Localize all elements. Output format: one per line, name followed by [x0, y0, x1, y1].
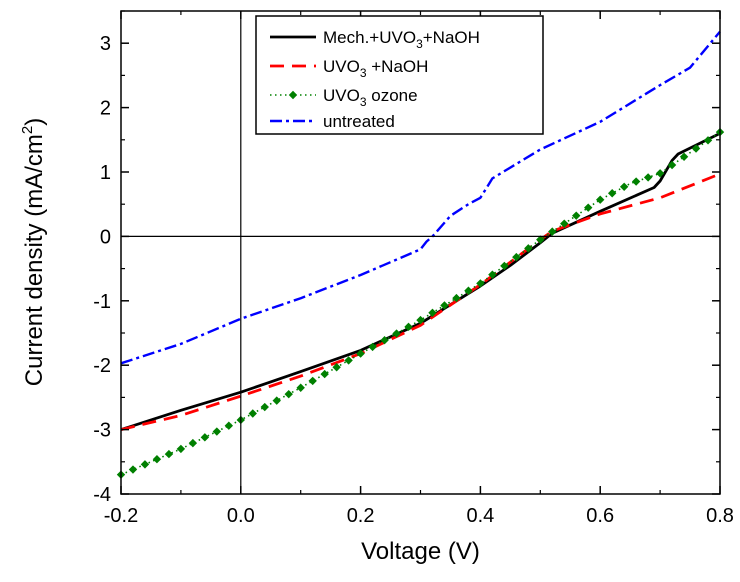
y-tick-label: -1: [93, 291, 111, 313]
series-uvo3-naoh: [120, 172, 721, 431]
series-marker: [200, 433, 210, 442]
series-line: [120, 172, 721, 431]
series-marker: [631, 177, 641, 186]
series-marker: [140, 460, 150, 469]
series-marker: [224, 421, 234, 430]
legend-label: Mech.+UVO3+NaOH: [323, 28, 480, 51]
series-marker: [703, 136, 713, 145]
series-marker: [380, 336, 389, 345]
series-marker: [560, 219, 569, 228]
series-marker: [152, 455, 162, 464]
series-marker: [572, 211, 581, 220]
y-tick-label: 3: [100, 33, 111, 55]
y-tick-label: -4: [93, 484, 111, 506]
series-marker: [655, 169, 665, 178]
series-uvo3-ozone: [116, 127, 725, 479]
reference-lines: [121, 11, 720, 494]
series-marker: [500, 261, 509, 271]
series-marker: [679, 152, 689, 162]
series-marker: [368, 342, 377, 352]
y-tick-label: 0: [100, 226, 111, 248]
series-marker: [524, 244, 533, 253]
legend-label: UVO3 +NaOH: [323, 57, 428, 80]
series-marker: [476, 279, 485, 288]
legend-marker: [288, 90, 298, 100]
series-marker: [128, 465, 138, 474]
series-marker: [272, 396, 281, 405]
series-marker: [428, 308, 437, 317]
series-marker: [392, 329, 401, 338]
series-marker: [596, 195, 605, 204]
y-axis-title-sup: 2: [19, 126, 36, 134]
series-layer: [116, 30, 725, 479]
series-marker: [607, 189, 617, 198]
series-marker: [548, 227, 557, 236]
x-tick-label: 0.2: [347, 505, 375, 527]
series-marker: [332, 363, 341, 372]
series-marker: [260, 402, 269, 412]
y-tick-label: -2: [93, 355, 111, 377]
legend-label: UVO3 ozone: [323, 86, 418, 109]
series-marker: [356, 349, 365, 358]
x-tick-label: -0.2: [104, 505, 138, 527]
series-marker: [248, 409, 257, 418]
axis-ticks: -0.2 0.0 0.2 0.4 0.6 0.8 -4 -3 -2 -1 0 1 2 3: [93, 10, 734, 527]
series-marker: [440, 301, 449, 310]
series-marker: [416, 315, 425, 325]
series-marker: [212, 427, 222, 436]
y-tick-label: 1: [100, 162, 111, 184]
legend-item-mech-uvo3-naoh: Mech.+UVO3+NaOH: [270, 28, 480, 51]
series-marker: [691, 144, 701, 153]
series-mech-uvo3-naoh: [120, 132, 721, 431]
series-marker: [667, 160, 677, 170]
series-marker: [536, 235, 545, 244]
x-tick-label: 0.6: [586, 505, 614, 527]
series-marker: [619, 182, 629, 192]
series-untreated: [120, 30, 721, 365]
y-axis-title-main: Current density (mA/cm: [21, 134, 48, 386]
x-tick-label: 0.0: [227, 505, 255, 527]
y-tick-label: -3: [93, 420, 111, 442]
series-marker: [320, 369, 329, 379]
series-line: [120, 30, 721, 365]
series-marker: [308, 376, 317, 386]
series-marker: [452, 293, 461, 303]
series-marker: [464, 286, 473, 295]
legend-items: Mech.+UVO3+NaOH UVO3 +NaOH UVO3 ozone untre…: [270, 28, 480, 131]
x-tick-label: 0.4: [466, 505, 494, 527]
legend-label: untreated: [323, 112, 395, 131]
series-line: [120, 132, 721, 431]
legend-item-uvo3-ozone: UVO3 ozone: [270, 86, 418, 109]
x-axis-title: Voltage (V): [361, 538, 480, 565]
series-marker: [344, 356, 353, 365]
y-tick-label: 2: [100, 98, 111, 120]
legend: Mech.+UVO3+NaOH UVO3 +NaOH UVO3 ozone untre…: [255, 15, 544, 135]
legend-item-uvo3-naoh: UVO3 +NaOH: [270, 57, 428, 80]
series-marker: [643, 173, 653, 182]
series-marker: [284, 389, 293, 399]
y-axis-title: Current density (mA/cm2): [19, 118, 48, 386]
series-marker: [584, 203, 593, 212]
series-marker: [188, 438, 198, 448]
series-marker: [512, 252, 521, 262]
series-marker: [488, 270, 497, 279]
series-marker: [296, 383, 305, 392]
legend-item-untreated: untreated: [270, 112, 395, 131]
x-tick-label: 0.8: [706, 505, 734, 527]
series-marker: [164, 449, 174, 459]
y-axis-title-end: ): [21, 118, 48, 126]
series-marker: [176, 444, 186, 454]
series-marker: [404, 322, 413, 332]
